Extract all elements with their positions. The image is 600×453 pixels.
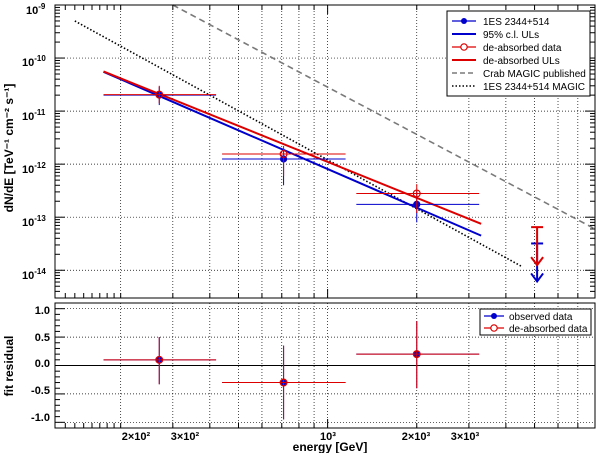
x-tick-labels: 2×10² 3×10² 10³ 2×10³ 3×10³ [122,431,480,443]
deabsorbed-fit-line [103,70,482,225]
residual-plot-frame [54,302,596,429]
y-tick-label: 10-12 [22,161,46,176]
x-axis-label: energy [GeV] [293,440,368,453]
observed-ul-arrow-head [530,272,544,284]
top-plot-frame [54,4,596,299]
y-tick-label: 10-9 [26,2,46,17]
y-tick-label: 10-11 [22,108,46,123]
deabsorbed-point [279,150,288,159]
top-legend-box [446,10,591,97]
y-axis-label-top: dN/dE [TeV⁻¹ cm⁻² s⁻¹] [2,84,16,213]
legend-label: de-absorbed ULs [483,56,560,67]
deabsorbed-point [412,189,421,198]
y-tick-label: 10-14 [22,267,46,282]
legend-label: 95% c.l. ULs [483,30,539,41]
residual-legend-box [479,308,592,336]
x-tick-label: 3×10² [171,431,200,443]
legend-label: 1ES 2344+514 [483,17,550,28]
y-tick-label: 10-13 [22,214,46,229]
y-tick-label: -0.5 [31,385,50,397]
deabsorbed-ul-arrow-head [530,256,544,267]
legend-label: de-absorbed data [483,43,562,54]
y-tick-label: 1.0 [35,305,50,317]
residual-deabsorbed-point [155,355,164,364]
legend-label: observed data [509,312,573,323]
y-tick-label: 0.5 [35,332,50,344]
y-tick-label: 0.0 [35,358,50,370]
legend-label: 1ES 2344+514 MAGIC [483,82,585,93]
legend-label: de-absorbed data [509,324,588,335]
legend-entry-uls: 95% c.l. ULs [452,30,539,41]
deabsorbed-point [155,90,164,99]
y-tick-label: -1.0 [31,412,50,424]
top-y-tick-labels: 10-9 10-10 10-11 10-12 10-13 10-14 [22,2,46,282]
residual-legend: observed data de-absorbed data [479,308,592,336]
legend-entry-deabsorbed-residual: de-absorbed data [484,324,588,335]
top-legend: 1ES 2344+514 95% c.l. ULs de-absorbed da… [446,10,591,97]
y-tick-label: 10-10 [22,54,46,69]
residual-y-tick-labels: 1.0 0.5 0.0 -0.5 -1.0 [31,305,50,424]
residual-deabsorbed-point [412,350,421,359]
magic-1es-line [74,20,522,267]
legend-entry-deabsorbed-uls: de-absorbed ULs [452,56,560,67]
legend-entry-deabsorbed: de-absorbed data [452,43,562,54]
x-tick-label: 3×10³ [451,431,480,443]
x-tick-label: 2×10³ [402,431,431,443]
x-tick-label: 2×10² [122,431,151,443]
legend-entry-crab: Crab MAGIC published [452,69,586,80]
legend-entry-observed: 1ES 2344+514 [452,17,550,28]
legend-entry-observed-residual: observed data [484,312,573,323]
x-tick-label: 10³ [320,431,336,443]
legend-label: Crab MAGIC published [483,69,586,80]
legend-entry-magic: 1ES 2344+514 MAGIC [452,82,585,93]
y-axis-label-residual: fit residual [2,336,16,397]
residual-deabsorbed-point [279,378,288,387]
